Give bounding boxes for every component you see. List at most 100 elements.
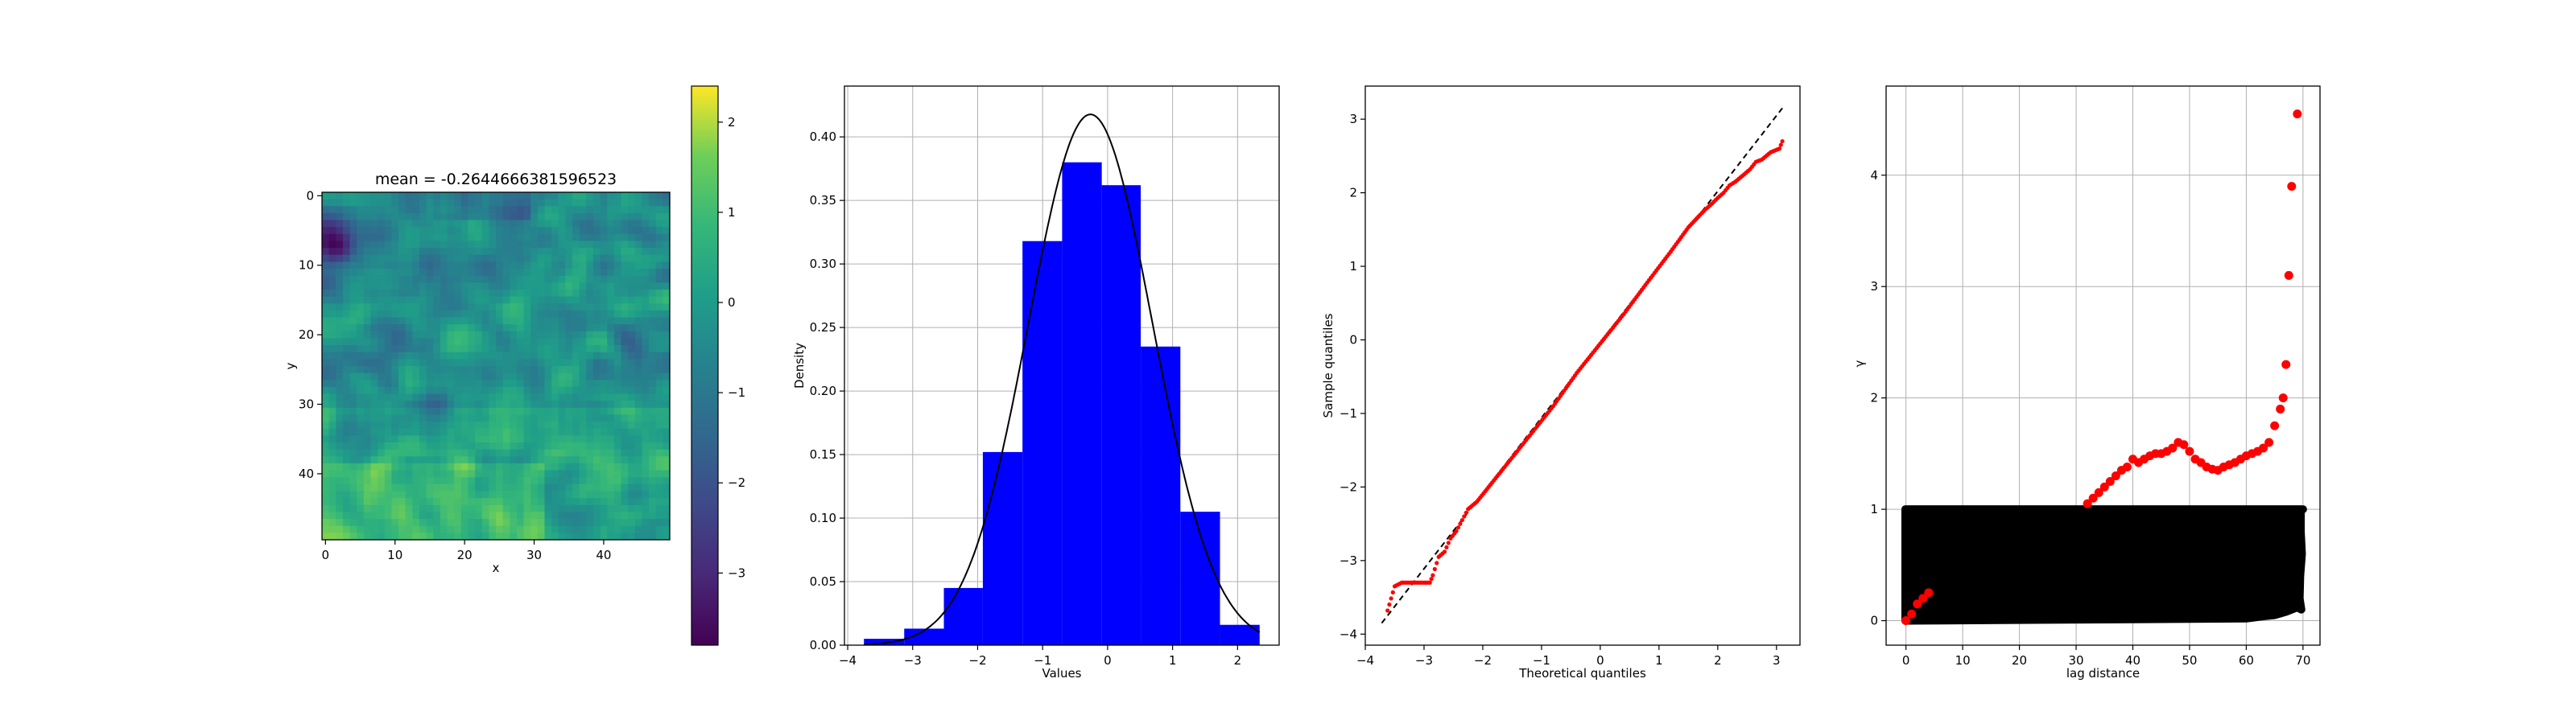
heatmap-cell xyxy=(363,241,371,249)
heatmap-cell xyxy=(496,296,504,304)
heatmap-cell xyxy=(475,282,483,290)
heatmap-cell xyxy=(322,227,330,235)
heatmap-cell xyxy=(370,275,378,283)
heatmap-cell xyxy=(378,414,386,422)
heatmap-cell xyxy=(586,372,594,381)
heatmap-cell xyxy=(489,456,497,464)
heatmap-cell xyxy=(412,310,420,318)
heatmap-cell xyxy=(621,442,629,450)
heatmap-cell xyxy=(663,254,671,262)
heatmap-cell xyxy=(357,282,365,290)
heatmap-cell xyxy=(412,227,420,235)
heatmap-cell xyxy=(447,422,455,430)
heatmap-cell xyxy=(523,435,531,443)
heatmap-cell xyxy=(357,227,365,235)
heatmap-cell xyxy=(537,525,545,533)
heatmap-cell xyxy=(516,470,524,478)
heatmap-cell xyxy=(496,477,504,485)
heatmap-cell xyxy=(586,525,594,533)
heatmap-cell xyxy=(565,386,573,394)
heatmap-cell xyxy=(649,338,657,346)
heatmap-cell xyxy=(586,289,594,297)
heatmap-cell xyxy=(607,206,615,214)
heatmap-cell xyxy=(481,491,489,499)
heatmap-cell xyxy=(342,282,350,290)
heatmap-cell xyxy=(440,227,448,235)
heatmap-cell xyxy=(322,498,330,506)
heatmap-cell xyxy=(516,269,524,277)
heatmap-cell xyxy=(481,206,489,214)
heatmap-cell xyxy=(384,206,392,214)
heatmap-cell xyxy=(475,269,483,277)
heatmap-cell xyxy=(349,456,357,464)
heatmap-cell xyxy=(468,422,476,430)
heatmap-cell xyxy=(613,449,621,457)
heatmap-cell xyxy=(384,192,392,200)
heatmap-cell xyxy=(579,227,587,235)
heatmap-cell xyxy=(649,504,657,512)
heatmap-cell xyxy=(363,275,371,283)
heatmap-cell xyxy=(412,338,420,346)
heatmap-cell xyxy=(363,414,371,422)
heatmap-cell xyxy=(621,504,629,512)
heatmap-cell xyxy=(613,303,621,311)
heatmap-cell xyxy=(579,275,587,283)
heatmap-cell xyxy=(502,533,510,541)
heatmap-cell xyxy=(551,442,559,450)
heatmap-cell xyxy=(530,241,539,249)
heatmap-cell xyxy=(475,442,483,450)
heatmap-cell xyxy=(363,233,371,241)
heatmap-cell xyxy=(530,248,539,256)
heatmap-cell xyxy=(572,359,580,367)
heatmap-cell xyxy=(634,456,642,464)
heatmap-cell xyxy=(600,324,608,332)
heatmap-cell xyxy=(336,296,344,304)
heatmap-cell xyxy=(537,407,545,415)
heatmap-cell xyxy=(516,491,524,499)
heatmap-cell xyxy=(433,386,441,394)
heatmap-cell xyxy=(322,324,330,332)
heatmap-cell xyxy=(349,380,357,388)
heatmap-cell xyxy=(412,352,420,360)
heatmap-cell xyxy=(537,435,545,443)
heatmap-cell xyxy=(405,477,413,485)
heatmap-cell xyxy=(363,456,371,464)
heatmap-cell xyxy=(613,199,621,207)
heatmap-cell xyxy=(565,233,573,241)
heatmap-cell xyxy=(336,352,344,360)
qq-point xyxy=(1463,510,1468,515)
heatmap-cell xyxy=(398,296,407,304)
heatmap-cell xyxy=(322,407,330,415)
heatmap-cell xyxy=(328,282,336,290)
heatmap-cell xyxy=(481,275,489,283)
heatmap-cell xyxy=(516,303,524,311)
heatmap-cell xyxy=(426,519,434,527)
heatmap-cell xyxy=(592,435,601,443)
heatmap-cell xyxy=(649,401,657,409)
heatmap-cell xyxy=(412,289,420,297)
heatmap-cell xyxy=(440,414,448,422)
heatmap-cell xyxy=(447,372,455,381)
heatmap-cell xyxy=(510,380,518,388)
heatmap-cell xyxy=(398,206,407,214)
heatmap-cell xyxy=(363,192,371,200)
heatmap-cell xyxy=(419,393,427,401)
heatmap-cell xyxy=(475,227,483,235)
heatmap-cell xyxy=(510,477,518,485)
semivariogram-y-tick-label: 1 xyxy=(1870,502,1878,516)
heatmap-cell xyxy=(468,220,476,228)
heatmap-cell xyxy=(516,533,524,541)
heatmap-cell xyxy=(363,303,371,311)
heatmap-cell xyxy=(363,248,371,256)
heatmap-cell xyxy=(502,303,510,311)
heatmap-cell xyxy=(489,407,497,415)
heatmap-cell xyxy=(544,414,552,422)
heatmap-cell xyxy=(398,422,407,430)
heatmap-cell xyxy=(398,275,407,283)
heatmap-cell xyxy=(391,519,399,527)
heatmap-cell xyxy=(426,303,434,311)
heatmap-cell xyxy=(621,289,629,297)
heatmap-cell xyxy=(481,248,489,256)
heatmap-cell xyxy=(363,407,371,415)
